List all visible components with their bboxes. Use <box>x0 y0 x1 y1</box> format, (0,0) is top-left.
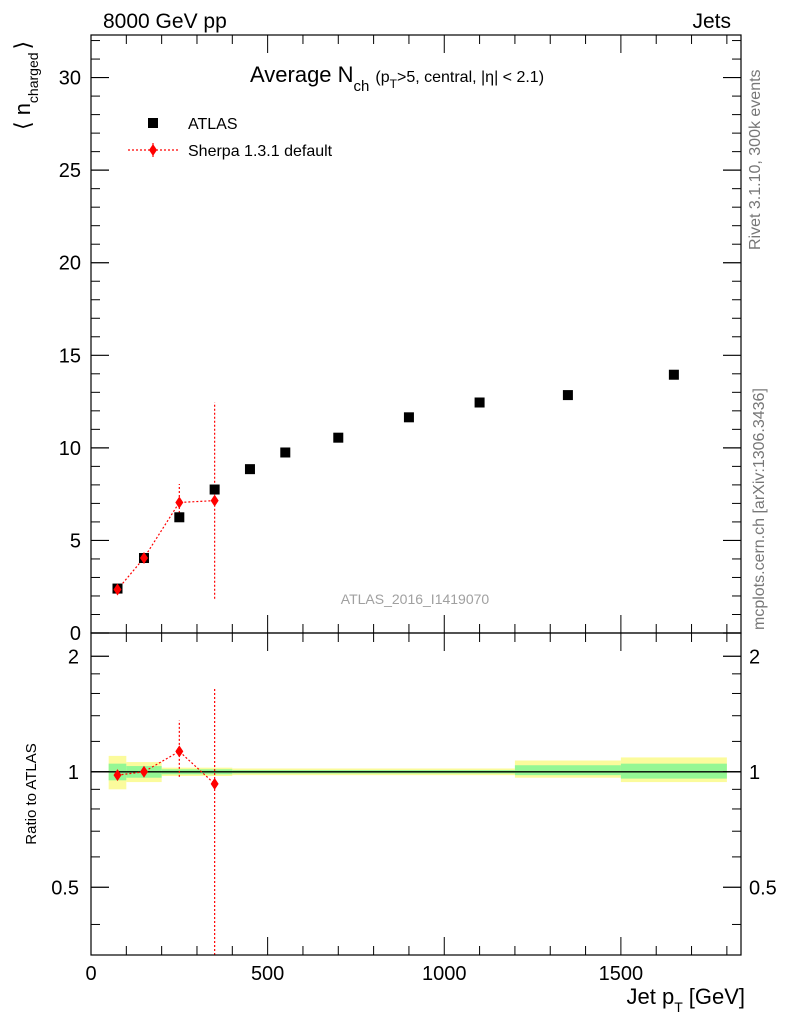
main-y-tick-label: 30 <box>59 68 81 90</box>
sherpa-point <box>210 494 219 507</box>
atlas-point <box>474 397 485 408</box>
main-y-tick-label: 25 <box>59 160 81 182</box>
main-y-tick-label: 0 <box>70 623 81 645</box>
main-data-marks <box>112 369 679 599</box>
ylabel-bracket: ⟨ n <box>10 103 35 130</box>
ratio-line <box>117 750 216 785</box>
x-axis-label: Jet pT [GeV] <box>626 984 745 1015</box>
legend-sherpa-label: Sherpa 1.3.1 default <box>188 143 333 160</box>
sherpa-point <box>113 583 122 596</box>
ratio-point <box>139 765 148 778</box>
atlas-point <box>209 484 220 495</box>
ratio-band-68 <box>514 765 621 776</box>
main-y-tick-label: 5 <box>70 530 81 552</box>
x-tick-label: 0 <box>85 963 96 985</box>
analysis-watermark: ATLAS_2016_I1419070 <box>341 591 490 607</box>
atlas-point <box>668 369 679 380</box>
legend-atlas-marker <box>148 118 158 128</box>
main-y-tick-label: 20 <box>59 253 81 275</box>
title-tail: >5, central, |η| < 2.1) <box>397 69 544 86</box>
sherpa-point <box>175 496 184 509</box>
ratio-y-tick-label-right: 2 <box>749 646 760 668</box>
main-y-ticks: 0 5 10 15 20 25 30 <box>59 40 741 645</box>
title-sub2: T <box>390 77 398 91</box>
xlabel-sub: T <box>674 999 683 1015</box>
x-tick-label: 500 <box>251 963 284 985</box>
main-y-label: ⟨ ncharged ⟩ <box>10 41 41 130</box>
sherpa-line <box>117 500 215 590</box>
main-title: Average Nch (pT>5, central, |η| < 2.1) <box>250 62 544 95</box>
ratio-y-label: Ratio to ATLAS <box>23 743 40 844</box>
xlabel-main: Jet p <box>626 984 674 1009</box>
main-y-tick-label: 15 <box>59 345 81 367</box>
legend-atlas-label: ATLAS <box>188 116 238 133</box>
ratio-data-marks <box>113 688 219 955</box>
x-tick-label: 1000 <box>422 963 467 985</box>
ratio-uncertainty-bands <box>91 755 741 790</box>
ratio-y-tick-label: 1 <box>68 762 79 784</box>
ratio-y-tick-label: 2 <box>68 646 79 668</box>
sherpa-point <box>139 552 148 565</box>
ratio-x-ticks: 0 500 1000 1500 <box>85 633 728 985</box>
ratio-point <box>210 777 219 790</box>
ratio-y-tick-label: 0.5 <box>51 877 79 899</box>
x-tick-label: 1500 <box>599 963 644 985</box>
legend: ATLAS Sherpa 1.3.1 default <box>128 116 333 160</box>
xlabel-tail: [GeV] <box>689 984 745 1009</box>
title-rest: (p <box>375 69 389 86</box>
ratio-point <box>113 769 122 782</box>
ylabel-tail: ⟩ <box>10 41 35 50</box>
ratio-y-tick-label-right: 1 <box>749 762 760 784</box>
atlas-point <box>562 390 573 401</box>
atlas-point <box>174 512 185 523</box>
rivet-label: Rivet 3.1.10, 300k events <box>747 69 764 250</box>
main-y-tick-label: 10 <box>59 438 81 460</box>
header-left: 8000 GeV pp <box>103 10 227 33</box>
ratio-y-tick-label-right: 0.5 <box>749 877 777 899</box>
atlas-point <box>280 447 291 458</box>
ratio-point <box>175 745 184 758</box>
ratio-y-ticks: 0.5 0.5 1 1 2 2 <box>51 646 777 925</box>
title-sub: ch <box>354 78 370 95</box>
atlas-point <box>333 432 344 443</box>
legend-sherpa-marker <box>149 144 157 156</box>
mcplots-label: mcplots.cern.ch [arXiv:1306.3436] <box>751 388 768 630</box>
atlas-point <box>244 464 255 475</box>
atlas-point <box>403 412 414 423</box>
header-right: Jets <box>692 10 731 33</box>
main-x-ticks <box>90 35 728 633</box>
title-main: Average N <box>250 62 354 87</box>
ylabel-sub: charged <box>25 52 41 103</box>
ratio-frame <box>90 632 742 956</box>
